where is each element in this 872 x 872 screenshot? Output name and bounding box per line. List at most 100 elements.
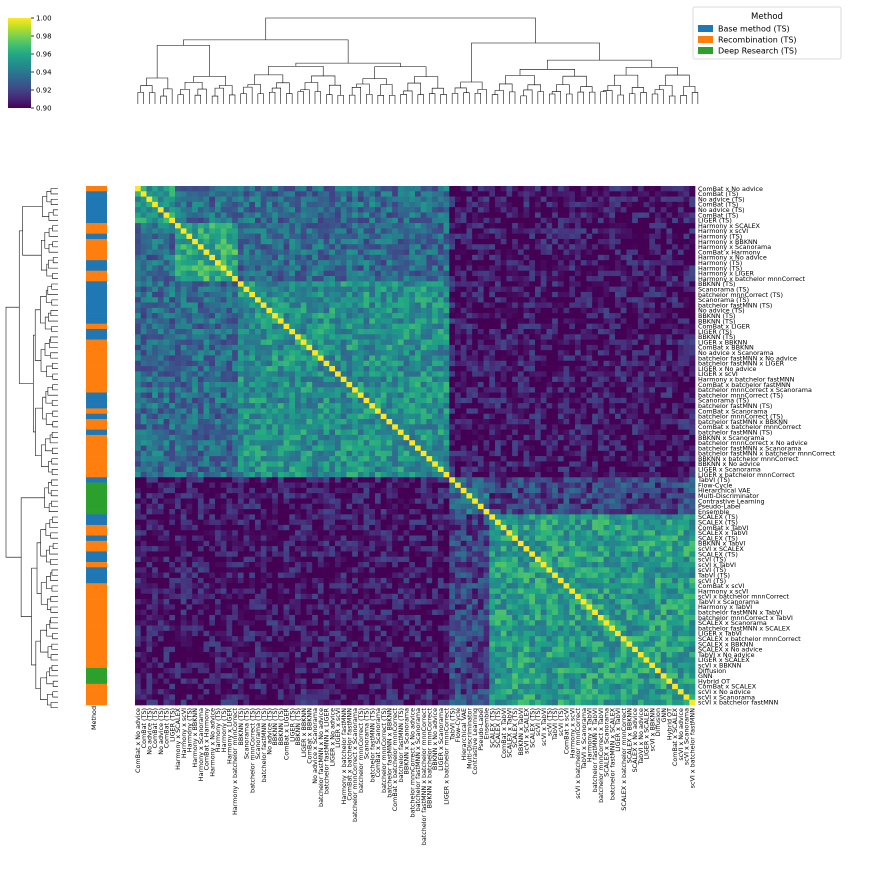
heatmap-cell xyxy=(489,403,496,409)
heatmap-cell xyxy=(580,291,587,298)
heatmap-cell xyxy=(329,355,336,362)
heatmap-cell xyxy=(666,254,673,261)
dendrogram-link xyxy=(460,81,483,90)
heatmap-cell xyxy=(495,302,502,309)
heatmap-cell xyxy=(329,339,336,346)
heatmap-cell xyxy=(472,403,479,409)
heatmap-cell xyxy=(517,201,524,208)
heatmap-cell xyxy=(443,381,450,388)
heatmap-cell xyxy=(592,397,599,404)
method-strip-cell xyxy=(86,334,107,340)
dendrogram-link xyxy=(474,92,481,104)
heatmap-cell xyxy=(192,233,199,240)
heatmap-cell xyxy=(329,334,336,340)
dendrogram-link xyxy=(276,82,290,94)
heatmap-cell xyxy=(506,408,513,415)
dendrogram-link xyxy=(562,75,587,87)
heatmap-cell xyxy=(552,371,559,378)
heatmap-cell xyxy=(592,186,599,192)
heatmap-cell xyxy=(369,212,376,219)
heatmap-cell xyxy=(632,397,639,404)
heatmap-cell xyxy=(175,249,182,256)
heatmap-cell xyxy=(157,212,164,219)
heatmap-cell xyxy=(443,286,450,293)
heatmap-cell xyxy=(289,334,296,340)
heatmap-cell xyxy=(603,233,610,240)
dendrogram-link xyxy=(451,93,459,104)
heatmap-cell xyxy=(483,355,490,362)
heatmap-cell xyxy=(146,186,153,192)
heatmap-cell xyxy=(597,291,604,298)
heatmap-cell xyxy=(563,381,570,388)
heatmap-cell xyxy=(575,419,582,425)
heatmap-cell xyxy=(672,238,679,245)
heatmap-cell xyxy=(140,323,147,330)
heatmap-cell xyxy=(575,313,582,319)
heatmap-cell xyxy=(215,381,222,388)
heatmap-cell xyxy=(523,387,530,393)
heatmap-cell xyxy=(220,376,227,383)
heatmap-cell xyxy=(335,408,342,415)
heatmap-cell xyxy=(529,212,536,219)
heatmap-cell xyxy=(237,403,244,409)
heatmap-cell xyxy=(637,191,644,197)
heatmap-cell xyxy=(563,233,570,240)
heatmap-cell xyxy=(295,434,302,441)
heatmap-cell xyxy=(289,186,296,192)
heatmap-cell xyxy=(312,366,319,372)
dendrogram-link xyxy=(41,196,49,217)
heatmap-cell xyxy=(312,186,319,192)
heatmap-cell xyxy=(277,196,284,203)
heatmap-cell xyxy=(506,217,513,224)
heatmap-cell xyxy=(517,328,524,335)
heatmap-cell xyxy=(363,233,370,240)
heatmap-cell xyxy=(495,297,502,303)
heatmap-cell xyxy=(603,270,610,277)
heatmap-cell xyxy=(289,408,296,415)
heatmap-cell xyxy=(312,254,319,261)
heatmap-cell xyxy=(540,265,547,272)
heatmap-cell xyxy=(483,392,490,399)
heatmap-cell xyxy=(152,403,159,409)
heatmap-cell xyxy=(575,318,582,325)
heatmap-cell xyxy=(197,238,204,245)
heatmap-cell xyxy=(135,413,142,420)
heatmap-cell xyxy=(649,238,656,245)
heatmap-cell xyxy=(380,413,387,420)
heatmap-cell xyxy=(146,238,153,245)
heatmap-cell xyxy=(209,323,216,330)
heatmap-cell xyxy=(455,429,462,436)
heatmap-cell xyxy=(203,291,210,298)
heatmap-cell xyxy=(689,254,696,261)
heatmap-cell xyxy=(289,381,296,388)
heatmap-cell xyxy=(626,196,633,203)
heatmap-cell xyxy=(455,387,462,393)
heatmap-cell xyxy=(272,254,279,261)
heatmap-cell xyxy=(312,207,319,213)
heatmap-cell xyxy=(443,244,450,250)
heatmap-cell xyxy=(209,355,216,362)
heatmap-cell xyxy=(329,318,336,325)
heatmap-cell xyxy=(483,387,490,393)
heatmap-cell xyxy=(363,307,370,314)
heatmap-cell xyxy=(260,360,267,367)
heatmap-cell xyxy=(209,318,216,325)
heatmap-cell xyxy=(300,254,307,261)
heatmap-cell xyxy=(175,228,182,235)
heatmap-cell xyxy=(655,328,662,335)
heatmap-cell xyxy=(512,376,519,383)
method-strip-cell xyxy=(86,609,107,616)
heatmap-cell xyxy=(672,350,679,356)
heatmap-cell xyxy=(626,328,633,335)
heatmap-cell xyxy=(323,297,330,303)
heatmap-cell xyxy=(649,328,656,335)
heatmap-cell xyxy=(295,429,302,436)
heatmap-cell xyxy=(157,217,164,224)
heatmap-cell xyxy=(466,276,473,282)
heatmap-cell xyxy=(403,408,410,415)
heatmap-cell xyxy=(552,244,559,250)
heatmap-cell xyxy=(472,223,479,229)
heatmap-cell xyxy=(517,429,524,436)
heatmap-cell xyxy=(266,424,273,430)
method-strip-cell xyxy=(86,387,107,393)
